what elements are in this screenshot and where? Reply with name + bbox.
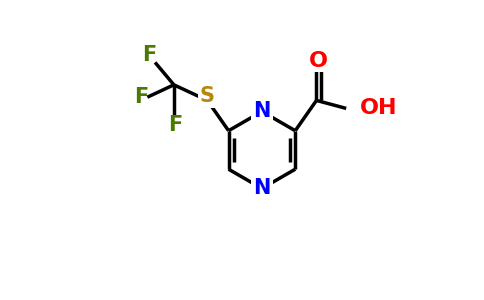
Text: F: F xyxy=(168,115,182,135)
Text: S: S xyxy=(200,86,215,106)
Text: N: N xyxy=(253,178,271,199)
Text: F: F xyxy=(142,46,156,65)
Text: OH: OH xyxy=(360,98,397,118)
Text: O: O xyxy=(309,51,328,71)
Text: N: N xyxy=(253,101,271,122)
Text: F: F xyxy=(134,87,148,107)
